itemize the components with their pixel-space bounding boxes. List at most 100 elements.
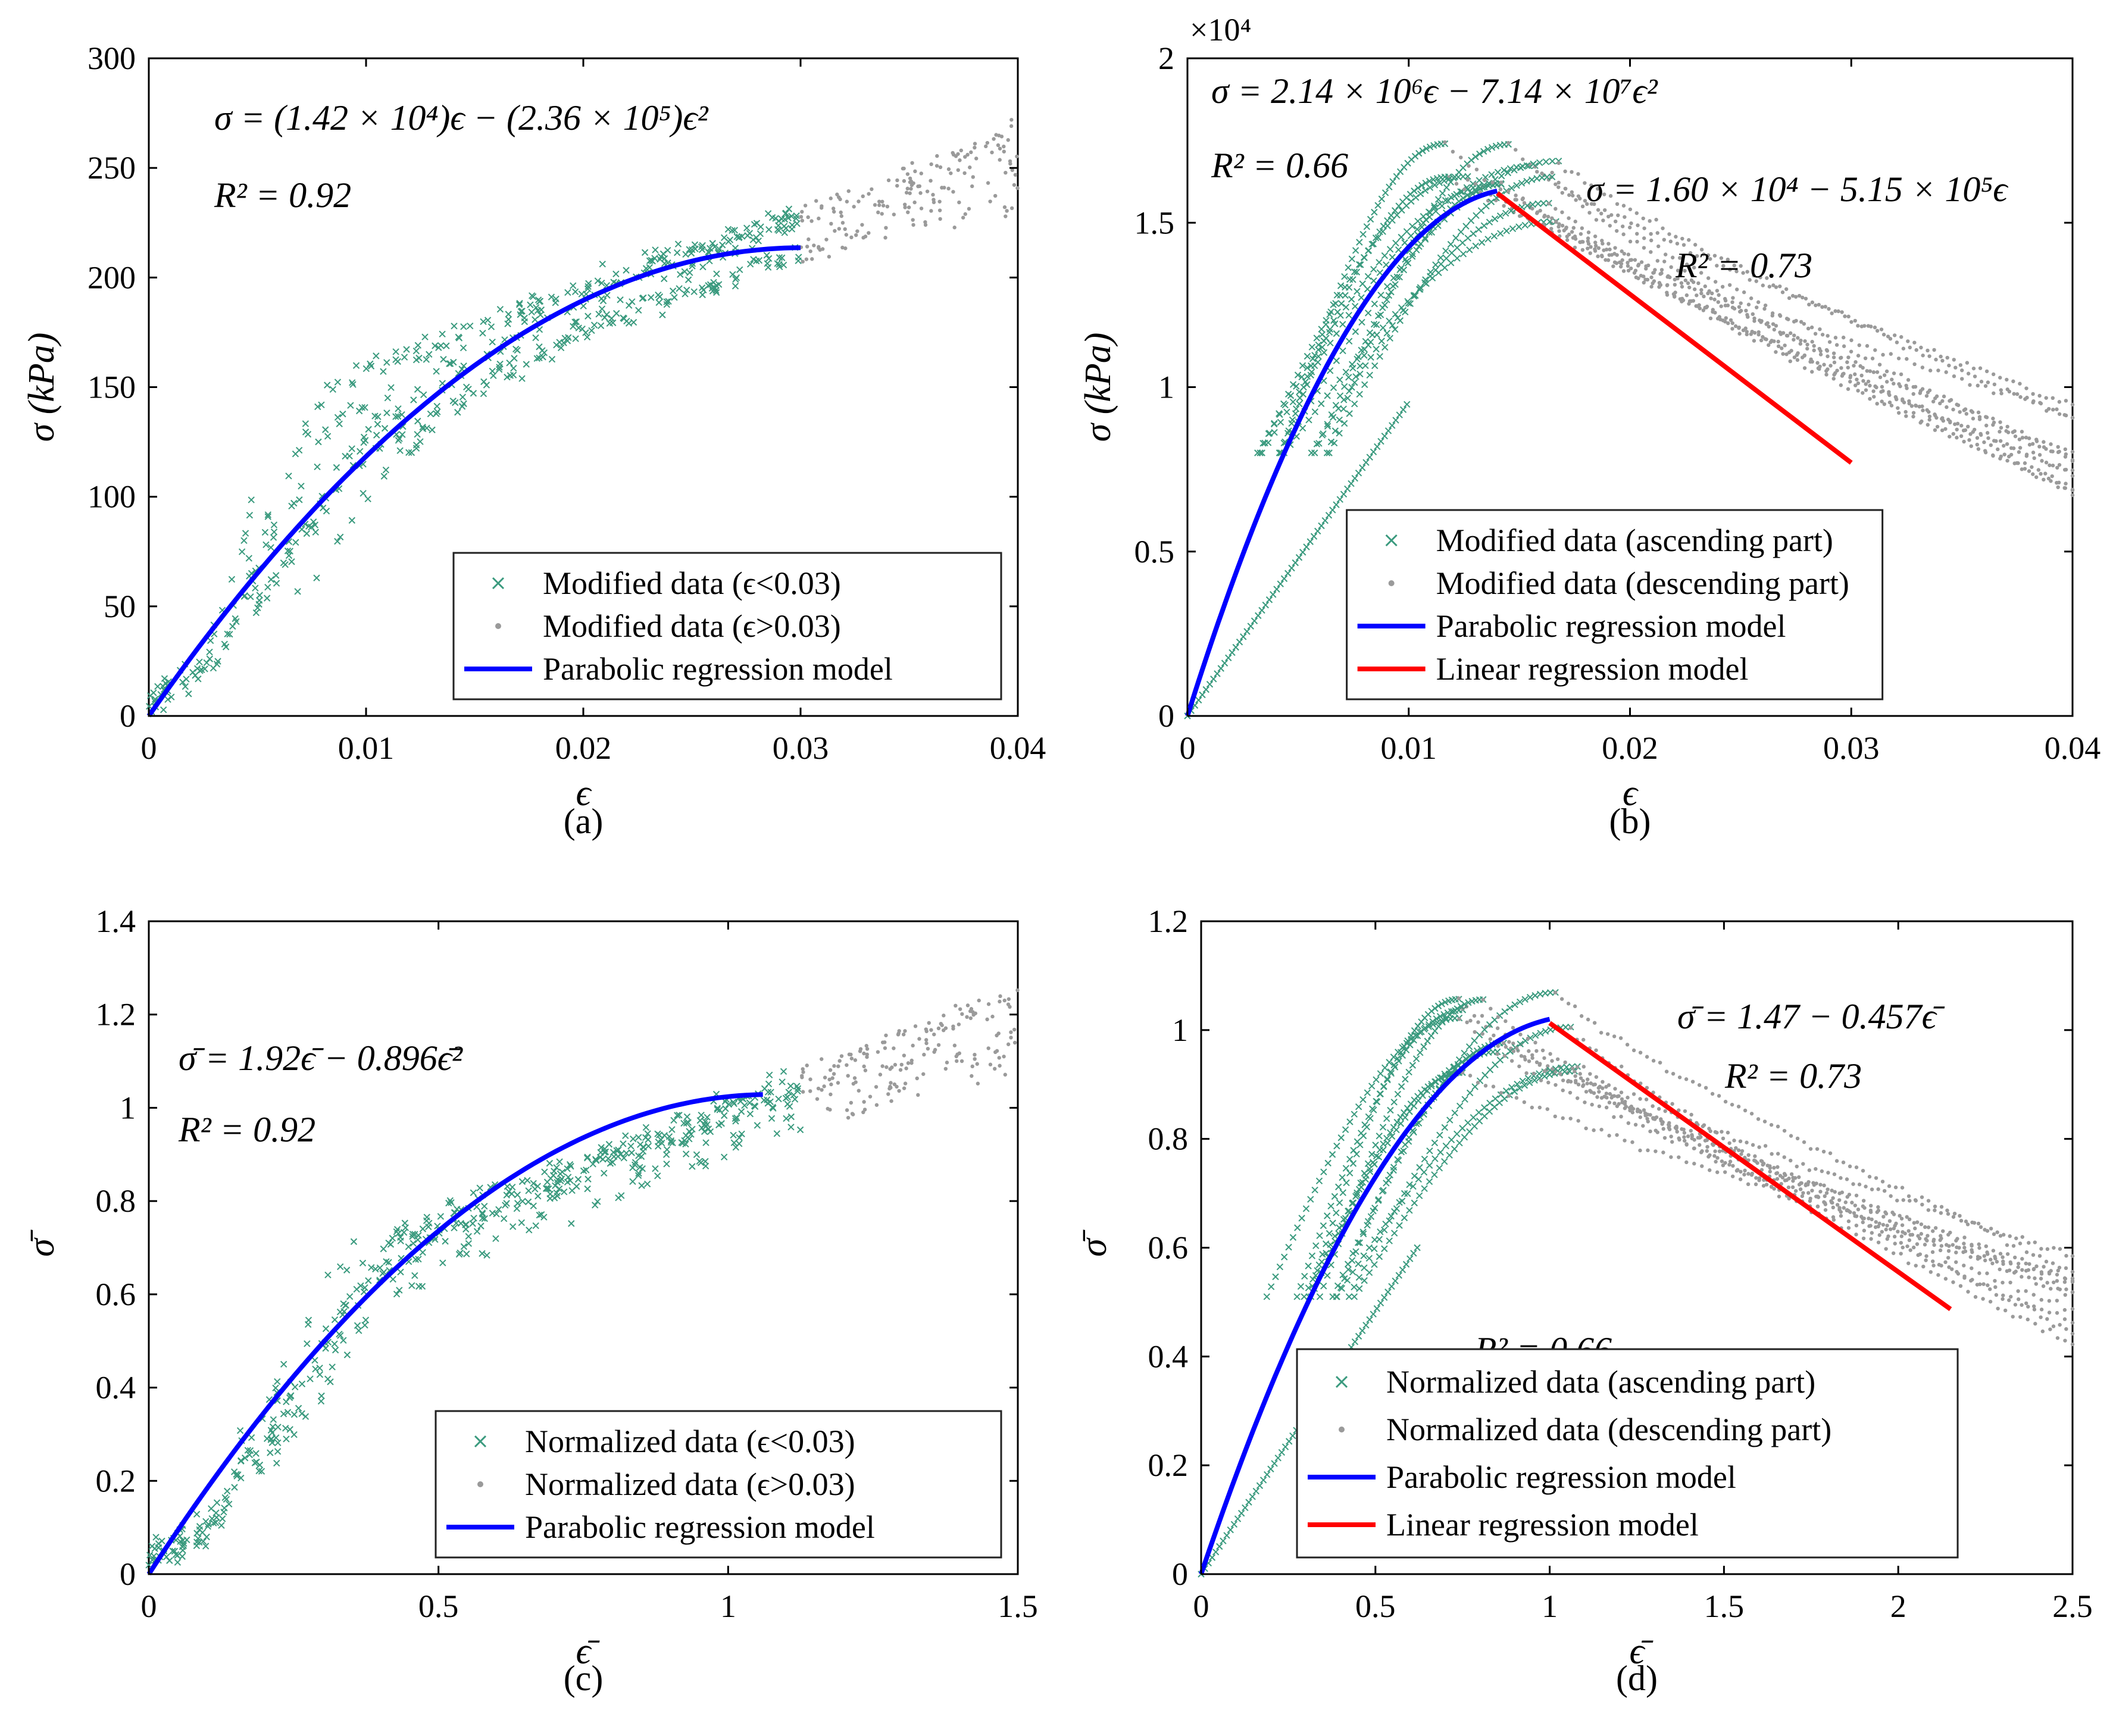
descending-point — [2064, 1287, 2068, 1291]
descending-point — [868, 1094, 873, 1099]
descending-point — [1568, 1116, 1573, 1121]
ascending-point — [1536, 159, 1543, 167]
descending-point — [1665, 283, 1670, 287]
descending-point — [1902, 401, 1906, 405]
x-tick-label: 0.04 — [2045, 730, 2101, 766]
descending-point — [1849, 349, 1853, 354]
descending-point — [892, 212, 896, 217]
ascending-point — [599, 261, 606, 268]
descending-point — [1961, 1250, 1965, 1255]
ascending-point — [595, 311, 602, 318]
ascending-point — [1364, 309, 1372, 317]
descending-point — [2051, 1324, 2056, 1328]
ascending-point — [517, 308, 525, 315]
descending-point — [1737, 331, 1742, 336]
descending-point — [1567, 216, 1571, 220]
ascending-point — [264, 513, 271, 520]
descending-point — [1717, 1149, 1722, 1153]
descending-point — [883, 236, 887, 240]
descending-point — [1680, 1127, 1684, 1131]
ascending-point — [1521, 221, 1529, 229]
ascending-point — [364, 495, 371, 502]
descending-point — [801, 259, 805, 264]
descending-point — [1900, 1223, 1905, 1227]
descending-point — [1998, 1252, 2003, 1256]
descending-point — [1697, 1083, 1702, 1087]
descending-point — [1962, 1263, 1966, 1268]
ascending-point — [414, 431, 421, 438]
ascending-point — [479, 330, 486, 337]
descending-point — [929, 179, 933, 183]
descending-point — [1893, 1224, 1897, 1228]
ascending-point — [510, 365, 517, 372]
equation: R² = 0.92 — [214, 176, 351, 215]
descending-point — [1887, 392, 1891, 396]
descending-point — [2048, 463, 2052, 467]
ascending-point — [601, 314, 608, 321]
x-tick-label: 0 — [1180, 730, 1196, 766]
descending-point — [1531, 1071, 1536, 1076]
descending-point — [1923, 1225, 1927, 1230]
descending-point — [916, 1093, 920, 1097]
descending-point — [2062, 1276, 2067, 1280]
descending-point — [1615, 1104, 1620, 1108]
descending-point — [1606, 258, 1611, 262]
ascending-point — [1259, 440, 1267, 447]
descending-point — [800, 209, 804, 214]
descending-point — [817, 245, 821, 249]
descending-point — [1954, 1238, 1958, 1243]
descending-point — [1715, 1170, 1720, 1174]
descending-point — [1772, 327, 1777, 332]
descending-point — [1859, 324, 1864, 329]
descending-point — [1981, 1297, 1985, 1301]
ascending-point — [707, 281, 714, 288]
descending-point — [1996, 1306, 2000, 1310]
descending-point — [1635, 239, 1639, 244]
descending-point — [1568, 1090, 1573, 1095]
descending-point — [1726, 321, 1730, 326]
descending-point — [1557, 222, 1561, 226]
descending-point — [1800, 355, 1805, 359]
ascending-point — [414, 417, 421, 425]
ascending-point — [548, 355, 556, 363]
descending-point — [1984, 415, 1988, 419]
ascending-point — [360, 439, 367, 446]
descending-point — [1842, 344, 1846, 348]
ascending-point — [1276, 410, 1283, 417]
descending-point — [1971, 430, 1976, 434]
ascending-point — [1311, 408, 1319, 415]
descending-point — [835, 192, 839, 196]
descending-point — [2055, 1299, 2059, 1303]
descending-point — [808, 249, 812, 254]
legend-marker-descending — [495, 623, 501, 629]
ascending-point — [242, 530, 249, 537]
ascending-point — [736, 266, 743, 273]
descending-point — [1660, 1122, 1664, 1126]
descending-point — [1943, 427, 1948, 431]
descending-point — [986, 181, 990, 185]
ascending-point — [1342, 368, 1349, 376]
ascending-point — [584, 312, 592, 320]
ascending-point — [484, 317, 492, 324]
ascending-point — [772, 215, 779, 222]
ascending-point — [661, 259, 668, 267]
descending-point — [1856, 324, 1860, 328]
descending-point — [1823, 1194, 1827, 1199]
descending-point — [1977, 1246, 1981, 1250]
descending-point — [1876, 1205, 1880, 1209]
equation: σ = (1.42 × 10⁴)ϵ − (2.36 × 10⁵)ϵ² — [214, 98, 709, 137]
descending-point — [1538, 208, 1542, 213]
ascending-point — [1365, 342, 1372, 349]
descending-point — [1628, 226, 1632, 230]
y-tick-label: 0.6 — [1148, 1230, 1189, 1266]
ascending-point — [315, 438, 322, 446]
descending-point — [1749, 1112, 1754, 1116]
ascending-point — [1370, 265, 1377, 273]
descending-point — [1984, 423, 1989, 428]
y-tick-label: 50 — [104, 589, 136, 624]
descending-point — [1514, 198, 1518, 202]
descending-point — [2034, 1282, 2039, 1286]
descending-point — [2026, 1317, 2030, 1322]
descending-point — [1599, 1031, 1603, 1035]
ascending-point — [347, 402, 354, 409]
